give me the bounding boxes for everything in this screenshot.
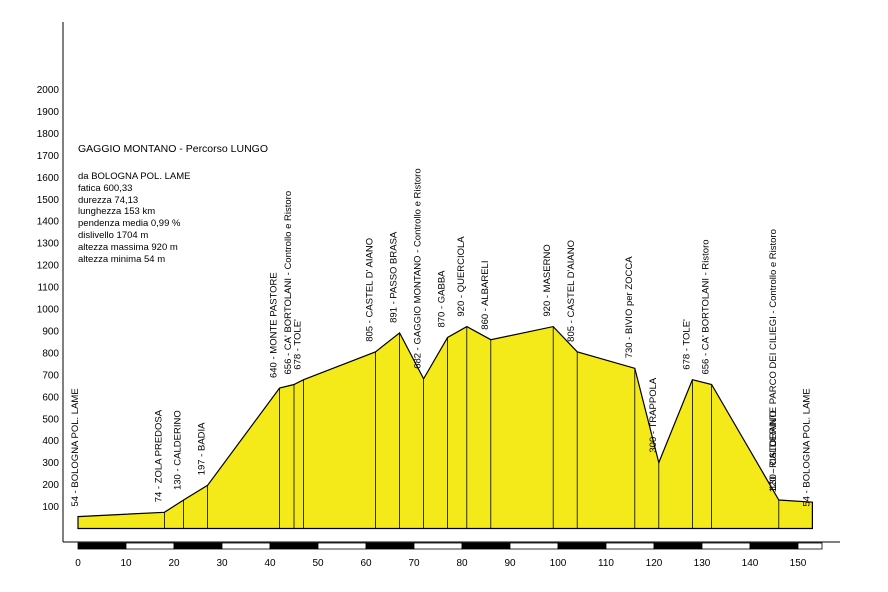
x-tick-label: 80: [456, 558, 468, 569]
y-tick-label: 1800: [37, 129, 60, 140]
y-tick-label: 900: [42, 326, 59, 337]
route-info: GAGGIO MONTANO - Percorso LUNGO da BOLOG…: [78, 143, 268, 265]
x-tick-label: 90: [504, 558, 516, 569]
y-tick-label: 1300: [37, 239, 60, 250]
x-tick-label: 0: [75, 558, 81, 569]
y-tick-labels: 100 200 300 400 500 600 700 800 900 1000 1100 1200 1…: [37, 85, 60, 513]
y-tick-label: 500: [42, 414, 59, 425]
waypoint-label: 920 - QUERCIOLA: [456, 236, 467, 317]
waypoint-label: 805 - CASTEL D'AIANO: [566, 240, 577, 342]
info-origin: da BOLOGNA POL. LAME: [78, 171, 191, 182]
scale-bar-segment: [461, 542, 511, 550]
waypoint-label: 197 - BADIA: [197, 422, 208, 475]
y-tick-label: 400: [42, 436, 59, 447]
x-tick-label: 20: [168, 558, 180, 569]
x-tick-label: 150: [790, 558, 807, 569]
scale-bar-segment: [749, 542, 799, 550]
y-tick-label: 1900: [37, 107, 60, 118]
info-altezza-massima: altezza massima 920 m: [78, 241, 178, 253]
x-tick-label: 100: [550, 558, 567, 569]
y-tick-label: 1600: [37, 173, 60, 184]
info-fatica: fatica 600,33: [78, 182, 133, 194]
info-dislivello: dislivello 1704 m: [78, 229, 149, 241]
waypoint-label: 54 - BOLOGNA POL. LAME: [70, 388, 81, 506]
waypoint-label: 678 - TOLE': [293, 319, 304, 370]
x-tick-label: 120: [646, 558, 663, 569]
scale-bar-segment: [653, 542, 703, 550]
waypoint-label: 920 - MASERNO: [542, 244, 553, 316]
x-tick-label: 50: [312, 558, 324, 569]
y-tick-label: 600: [42, 392, 59, 403]
x-tick-label: 30: [216, 558, 228, 569]
scale-bar-segment: [365, 542, 415, 550]
chart-title: GAGGIO MONTANO - Percorso LUNGO: [78, 143, 268, 155]
waypoint-label: 656 - CA' BORTOLANI - Ristoro: [701, 239, 712, 374]
y-tick-label: 200: [42, 480, 59, 491]
axes: [62, 22, 840, 543]
y-tick-label: 1400: [37, 217, 60, 228]
scale-bar-segment: [173, 542, 223, 550]
x-tick-label: 130: [694, 558, 711, 569]
waypoint-label: 870 - GABBA: [437, 270, 448, 328]
x-tick-label: 10: [120, 558, 132, 569]
x-tick-label: 70: [408, 558, 420, 569]
waypoint-label: 640 - MONTE PASTORE: [269, 272, 280, 378]
y-tick-label: 100: [42, 502, 59, 513]
y-tick-label: 1200: [37, 261, 60, 272]
x-tick-label: 60: [360, 558, 372, 569]
profile-area-shape: [77, 325, 813, 530]
info-lunghezza: lunghezza 153 km: [78, 206, 156, 218]
profile-area: [77, 325, 813, 530]
waypoint-labels: 54 - BOLOGNA POL. LAME 74 - ZOLA PREDOSA 1…: [70, 168, 812, 506]
waypoint-label: 130 - CALDERINO: [173, 410, 184, 490]
scale-bar-segment: [125, 542, 175, 550]
scale-bar-segment: [557, 542, 607, 550]
waypoint-label: 682 - GAGGIO MONTANO - Controllo e Risto…: [413, 168, 424, 368]
scale-bar-segment: [413, 542, 463, 550]
waypoint-label: 805 - CASTEL D' AIANO: [365, 238, 376, 342]
waypoint-label: 730 - BIVIO per ZOCCA: [624, 256, 635, 359]
waypoint-label: 678 - TOLE': [681, 319, 692, 370]
x-tick-label: 140: [742, 558, 759, 569]
y-tick-label: 700: [42, 370, 59, 381]
scale-bar-segment: [221, 542, 271, 550]
x-tick-label: 110: [598, 558, 614, 569]
x-tick-label: 40: [264, 558, 276, 569]
scale-bar-segment: [317, 542, 367, 550]
waypoint-label: 120 - RISTORANTE PARCO DEI CILIEGI - Con…: [768, 229, 779, 492]
y-tick-label: 1700: [37, 151, 60, 162]
waypoint-label: 656 - CA' BORTOLANI - Controllo e Ristor…: [283, 191, 294, 375]
waypoint-label: 300 - TRAPPOLA: [648, 377, 659, 452]
info-altezza-minima: altezza minima 54 m: [78, 253, 166, 265]
y-tick-label: 800: [42, 348, 59, 359]
scale-bar-segment: [701, 542, 751, 550]
waypoint-label: 54 - BOLOGNA POL. LAME: [801, 388, 812, 506]
y-tick-label: 1500: [37, 195, 60, 206]
y-tick-label: 1000: [37, 305, 60, 316]
scale-bar-segment: [797, 542, 823, 550]
scale-bar-segment: [77, 542, 127, 550]
info-pendenza: pendenza media 0,99 %: [78, 218, 181, 230]
scale-bar-segment: [605, 542, 655, 550]
scale-bar-segment: [269, 542, 319, 550]
info-durezza: durezza 74,13: [78, 194, 139, 206]
distance-scale-bar: [77, 542, 823, 550]
profile-tick-lines: [163, 326, 780, 529]
x-tick-labels: 0 10 20 30 40 50 60 70 80 90 100 110 120 130 140 150: [75, 558, 807, 569]
waypoint-label: 130 - CALDERINO: [768, 410, 779, 490]
y-tick-label: 1100: [37, 283, 59, 294]
waypoint-label: 860 - ALBARELI: [480, 261, 491, 330]
y-tick-label: 300: [42, 458, 59, 469]
waypoint-label: 891 - PASSO BRASA: [389, 231, 400, 323]
scale-bar-segment: [509, 542, 559, 550]
waypoint-label: 74 - ZOLA PREDOSA: [153, 409, 164, 502]
y-tick-label: 2000: [37, 85, 60, 96]
